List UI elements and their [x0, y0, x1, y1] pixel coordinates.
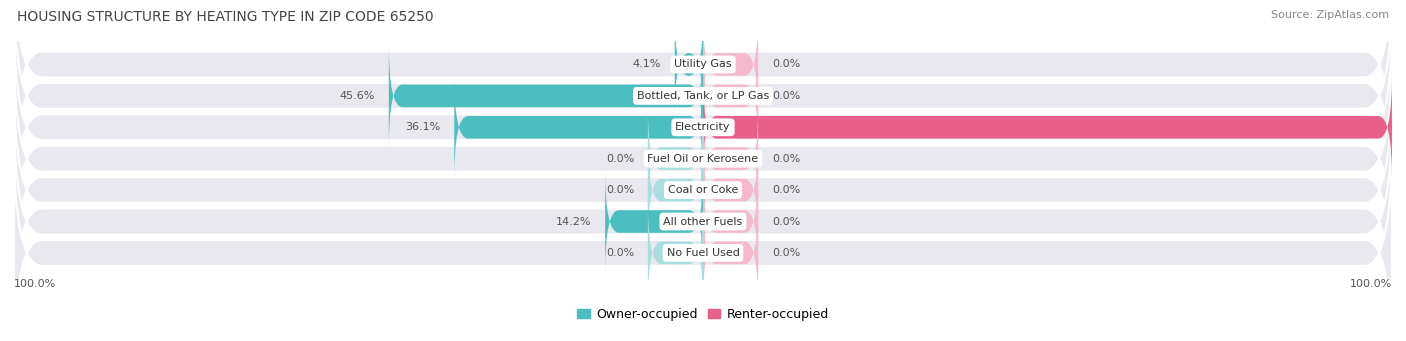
Text: 0.0%: 0.0% — [606, 248, 634, 258]
Text: HOUSING STRUCTURE BY HEATING TYPE IN ZIP CODE 65250: HOUSING STRUCTURE BY HEATING TYPE IN ZIP… — [17, 10, 433, 24]
Text: Coal or Coke: Coal or Coke — [668, 185, 738, 195]
FancyBboxPatch shape — [14, 0, 1392, 177]
Text: 0.0%: 0.0% — [772, 248, 800, 258]
FancyBboxPatch shape — [703, 202, 758, 305]
Text: 100.0%: 100.0% — [14, 279, 56, 289]
FancyBboxPatch shape — [14, 77, 1392, 303]
Text: 4.1%: 4.1% — [633, 59, 661, 70]
Text: Bottled, Tank, or LP Gas: Bottled, Tank, or LP Gas — [637, 91, 769, 101]
FancyBboxPatch shape — [703, 76, 1392, 179]
FancyBboxPatch shape — [703, 170, 758, 273]
Text: 100.0%: 100.0% — [1350, 279, 1392, 289]
FancyBboxPatch shape — [14, 46, 1392, 271]
FancyBboxPatch shape — [648, 138, 703, 242]
Legend: Owner-occupied, Renter-occupied: Owner-occupied, Renter-occupied — [572, 303, 834, 326]
Text: 0.0%: 0.0% — [772, 185, 800, 195]
Text: 0.0%: 0.0% — [772, 59, 800, 70]
Text: Utility Gas: Utility Gas — [675, 59, 731, 70]
FancyBboxPatch shape — [703, 138, 758, 242]
FancyBboxPatch shape — [389, 44, 703, 147]
Text: All other Fuels: All other Fuels — [664, 217, 742, 226]
FancyBboxPatch shape — [703, 44, 758, 147]
Text: Electricity: Electricity — [675, 122, 731, 132]
FancyBboxPatch shape — [703, 13, 758, 116]
FancyBboxPatch shape — [454, 76, 703, 179]
FancyBboxPatch shape — [648, 107, 703, 210]
Text: 0.0%: 0.0% — [606, 154, 634, 164]
Text: Fuel Oil or Kerosene: Fuel Oil or Kerosene — [647, 154, 759, 164]
Text: Source: ZipAtlas.com: Source: ZipAtlas.com — [1271, 10, 1389, 20]
FancyBboxPatch shape — [14, 0, 1392, 209]
Text: 0.0%: 0.0% — [606, 185, 634, 195]
FancyBboxPatch shape — [14, 109, 1392, 334]
FancyBboxPatch shape — [605, 170, 703, 273]
Text: 36.1%: 36.1% — [405, 122, 440, 132]
Text: 45.6%: 45.6% — [340, 91, 375, 101]
FancyBboxPatch shape — [648, 202, 703, 305]
Text: 0.0%: 0.0% — [772, 154, 800, 164]
Text: 0.0%: 0.0% — [772, 217, 800, 226]
FancyBboxPatch shape — [14, 15, 1392, 240]
FancyBboxPatch shape — [703, 107, 758, 210]
FancyBboxPatch shape — [14, 140, 1392, 341]
Text: 0.0%: 0.0% — [772, 91, 800, 101]
Text: 14.2%: 14.2% — [555, 217, 592, 226]
FancyBboxPatch shape — [675, 13, 703, 116]
Text: No Fuel Used: No Fuel Used — [666, 248, 740, 258]
